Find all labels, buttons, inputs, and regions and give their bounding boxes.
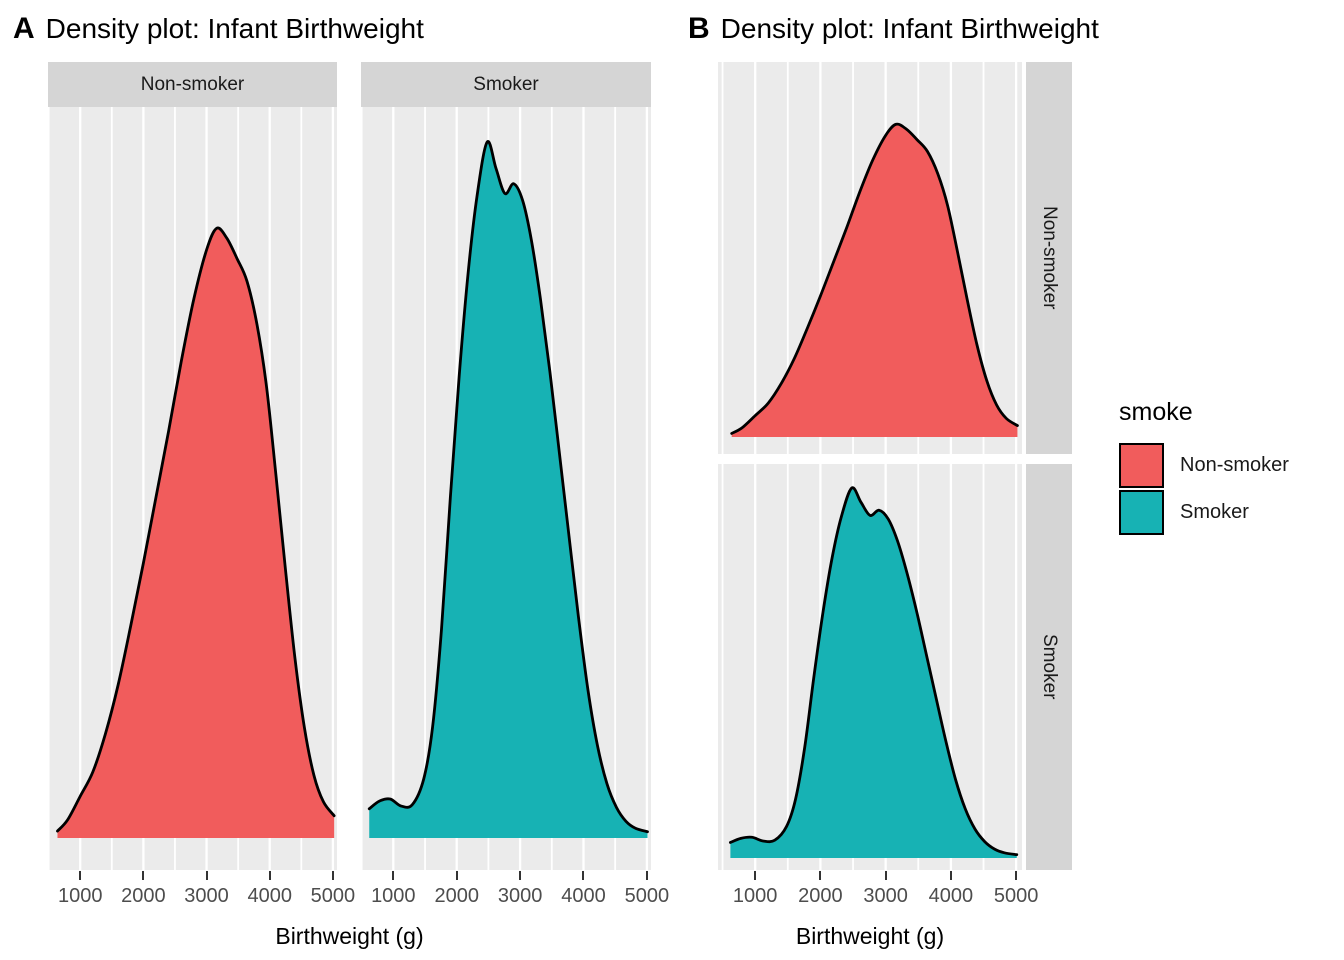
x-tick: [392, 871, 395, 880]
facet-strip-b-smoker: Smoker: [1026, 464, 1072, 870]
x-tick-label: 5000: [310, 885, 356, 907]
x-tick-label: 4000: [561, 885, 606, 907]
density-plot-svg: [361, 107, 649, 870]
x-tick: [949, 871, 952, 880]
x-tick: [205, 871, 208, 880]
x-tick-label: 4000: [928, 885, 974, 907]
x-tick-label: 4000: [247, 885, 292, 907]
density-plot-svg: [721, 464, 1019, 870]
facet-strip-label: Non-smoker: [1039, 206, 1060, 310]
x-tick: [455, 871, 458, 880]
facet-strip-label: Non-smoker: [140, 73, 245, 95]
density-area-smoker: [369, 141, 648, 838]
facet-strip-a-smoker: Smoker: [361, 62, 651, 107]
figure-b-tag: B: [688, 12, 710, 45]
x-axis-a: 1000 2000 3000 4000 5000 1000 2000 3000 4000 5000: [48, 870, 669, 910]
facet-strip-a-non-smoker: Non-smoker: [48, 62, 337, 107]
density-area-non-smoker: [57, 227, 335, 838]
x-tick-label: 2000: [121, 885, 166, 907]
x-tick-label: 5000: [993, 885, 1039, 907]
x-tick-label: 1000: [371, 885, 416, 907]
density-plot-svg: [48, 107, 336, 870]
density-outline-non-smoker: [730, 122, 1019, 435]
legend: smoke Non-smoker Smoker: [1119, 398, 1289, 535]
x-tick: [819, 871, 822, 880]
x-tick-label: 2000: [434, 885, 479, 907]
x-tick: [754, 871, 757, 880]
x-tick: [79, 871, 82, 880]
legend-label-smoker: Smoker: [1180, 501, 1249, 523]
x-tick: [884, 871, 887, 880]
x-tick-label: 3000: [863, 885, 908, 907]
legend-label-non-smoker: Non-smoker: [1180, 454, 1289, 476]
x-tick-label: 2000: [798, 885, 843, 907]
density-plot-svg: [721, 62, 1019, 454]
panel-b-smoker: [718, 464, 1022, 870]
x-axis-title-a: Birthweight (g): [275, 923, 424, 949]
x-tick-label: 3000: [184, 885, 229, 907]
x-tick-label: 5000: [624, 885, 670, 907]
density-area-non-smoker: [731, 124, 1018, 437]
panel-a-smoker: [361, 107, 651, 870]
x-tick: [331, 871, 334, 880]
panel-a-non-smoker: [48, 107, 337, 870]
figure-a-title-text: Density plot: Infant Birthweight: [45, 13, 424, 44]
x-tick-label: 1000: [57, 885, 103, 907]
x-tick: [519, 871, 522, 880]
x-tick: [1015, 871, 1018, 880]
x-axis-title-b: Birthweight (g): [795, 923, 945, 949]
legend-key-non-smoker: Non-smoker: [1119, 443, 1289, 488]
facet-strip-label: Smoker: [1039, 634, 1060, 700]
x-tick-label: 1000: [732, 885, 778, 907]
density-outline-non-smoker: [56, 226, 336, 833]
x-tick-label: 3000: [497, 885, 543, 907]
legend-title: smoke: [1119, 398, 1193, 426]
x-tick: [645, 871, 648, 880]
panel-b-non-smoker: [718, 62, 1022, 454]
figure-a-tag: A: [13, 12, 35, 45]
x-tick: [582, 871, 585, 880]
legend-key-smoker: Smoker: [1119, 490, 1289, 535]
figure-b-title: B Density plot: Infant Birthweight: [688, 12, 1099, 46]
facet-strip-b-non-smoker: Non-smoker: [1026, 62, 1072, 454]
x-tick: [268, 871, 271, 880]
density-outline-smoker: [728, 486, 1019, 857]
density-area-smoker: [730, 487, 1017, 858]
x-tick: [142, 871, 145, 880]
facet-strip-label: Smoker: [473, 73, 539, 95]
legend-swatch-smoker-icon: [1119, 490, 1164, 535]
figure-b-title-text: Density plot: Infant Birthweight: [720, 13, 1099, 44]
legend-keys: Non-smoker Smoker: [1119, 443, 1289, 535]
density-outline-smoker: [367, 140, 649, 834]
x-axis-b: 1000 2000 3000 4000 5000: [718, 870, 1038, 910]
figure-a-title: A Density plot: Infant Birthweight: [13, 12, 424, 46]
legend-swatch-non-smoker-icon: [1119, 443, 1164, 488]
